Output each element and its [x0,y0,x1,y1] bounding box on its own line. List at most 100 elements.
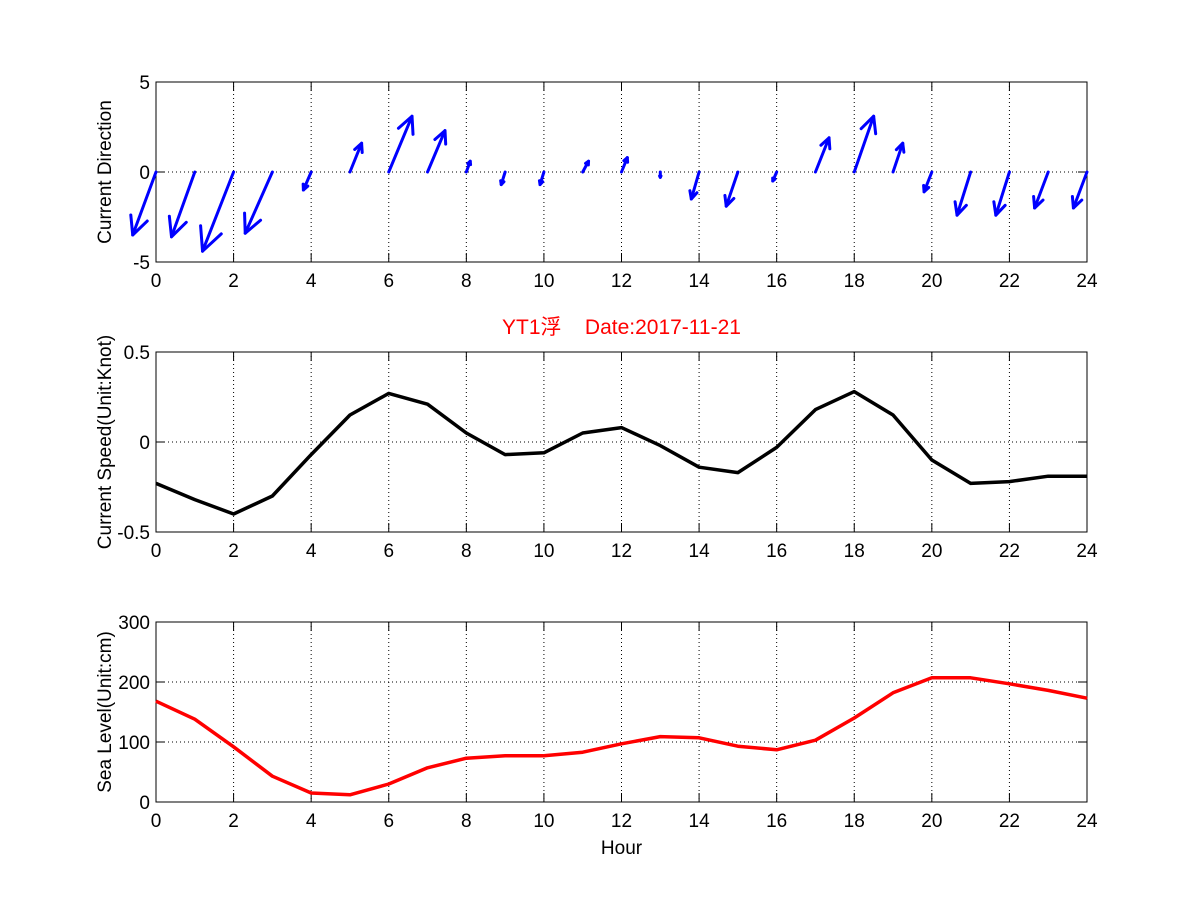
data-point [776,749,778,751]
y-tick-label: 200 [118,673,150,694]
direction-arrow [199,170,236,253]
arrow-head [243,211,263,235]
data-point [310,792,312,794]
arrow-head [537,179,545,187]
data-point [776,446,778,448]
data-point [1086,697,1088,699]
arrow-shaft [1033,170,1050,210]
data-point [465,757,467,759]
y-tick-label: 0 [139,163,150,184]
x-tick-label: 2 [228,541,239,562]
arrow-shaft [170,170,197,239]
data-point [621,427,622,429]
x-tick-label: 20 [921,271,942,292]
data-point [233,746,235,748]
direction-arrow [852,114,878,174]
data-point [1047,689,1049,691]
data-point [970,677,972,679]
data-point [155,700,157,702]
arrow-head [622,156,630,164]
direction-arrow [499,170,507,187]
arrow-head [992,200,1007,217]
direction-arrow [1032,170,1050,210]
x-tick-label: 8 [461,811,472,832]
data-point [427,767,429,769]
x-tick-label: 6 [383,811,394,832]
data-point [349,794,351,796]
data-point [310,454,312,456]
data-point [814,409,816,411]
arrow-shaft [994,170,1011,217]
data-point [194,499,196,501]
chart-title: YT1浮 Date:2017-11-21 [502,316,741,339]
arrow-shaft [348,141,364,174]
x-tick-label: 22 [999,811,1020,832]
direction-arrow [348,141,364,174]
y-tick-label: -0.5 [117,523,150,544]
data-point [659,736,661,738]
arrow-head [301,182,310,192]
data-point [892,414,894,416]
arrow-shaft [813,136,831,174]
x-tick-label: 0 [151,541,162,562]
arrow-head [723,193,736,208]
data-point [233,513,235,515]
y-tick-label: -5 [133,253,150,274]
arrow-head [499,179,506,187]
direction-arrow [723,170,740,208]
arrow-head [771,176,777,183]
direction-arrow [922,170,934,194]
arrow-head [688,189,699,201]
data-point [504,755,506,757]
y-tick-label: 300 [118,613,150,634]
direction-arrow [813,136,832,174]
x-tick-label: 24 [1076,271,1098,292]
arrow-head [922,183,931,194]
direction-arrow [301,170,313,192]
data-point [271,495,273,497]
x-tick-label: 4 [306,271,317,292]
data-point [388,392,390,394]
arrow-head [129,213,149,237]
x-tick-label: 12 [611,271,632,292]
x-tick-label: 14 [689,271,711,292]
direction-arrow [243,170,274,235]
arrow-shaft [426,129,447,174]
x-tick-label: 24 [1076,541,1098,562]
x-tick-label: 20 [921,811,942,832]
data-point [543,452,545,454]
direction-arrow [992,170,1011,217]
data-point [698,466,700,468]
direction-arrow [771,170,779,183]
y-tick-label: 0.5 [124,343,150,364]
y-tick-label: 0 [139,793,150,814]
direction-arrow [129,170,158,237]
x-tick-label: 4 [306,811,317,832]
data-point [659,445,661,447]
arrow-head [584,159,591,167]
arrow-shaft [852,114,876,174]
arrow-shaft [387,114,414,174]
x-tick-label: 2 [228,811,239,832]
y-axis-label: Current Speed(Unit:Knot) [95,335,116,549]
arrow-shaft [243,170,274,235]
arrow-head [819,136,832,151]
arrow-shaft [1071,170,1089,210]
data-point [582,432,584,434]
arrow-shaft [689,170,701,201]
x-tick-label: 18 [844,271,865,292]
data-point [543,755,545,757]
x-tick-label: 24 [1076,811,1098,832]
arrow-head [658,174,663,179]
arrow-head [396,114,415,136]
x-tick-label: 2 [228,271,239,292]
y-axis-label: Current Direction [95,100,116,244]
data-point [853,717,855,719]
x-tick-label: 6 [383,271,394,292]
data-point [465,432,467,434]
data-point [853,391,855,393]
data-point [155,482,157,484]
direction-arrow [688,170,701,201]
